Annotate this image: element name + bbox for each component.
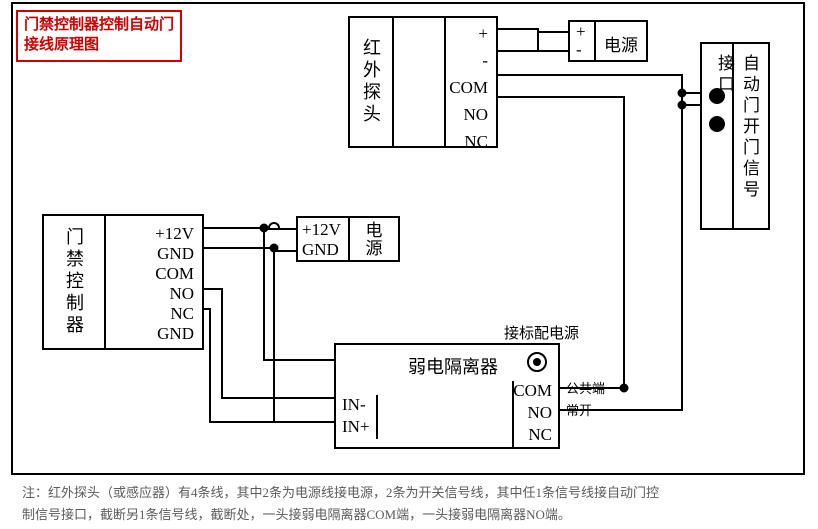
power-top-title: 电源 — [604, 31, 638, 56]
ac-pin-gnd: GND — [157, 324, 194, 344]
power12v-box: +12V GND 电源 — [296, 216, 400, 262]
power12v-title: 电源 — [360, 221, 385, 257]
isolator-box: 弱电隔离器 IN- IN+ COM NO NC — [334, 343, 560, 449]
iso-nc: NC — [528, 425, 552, 445]
ac-pin-nc: NC — [170, 304, 194, 324]
ac-pin-gnd: GND — [157, 244, 194, 264]
pin-minus: - — [576, 40, 582, 60]
pin-plus: + — [576, 22, 586, 42]
notes: 注：红外探头（或感应器）有4条线，其中2条为电源线接电源，2条为开关信号线，其中… — [22, 482, 800, 526]
ir-pin-nc: NC — [464, 132, 488, 152]
note-text2: 制信号接口，截断另1条信号线，截断处，一头接弱电隔离器COM端，一头接弱电隔离器… — [22, 507, 571, 522]
iso-right-com: 公共端 — [566, 378, 605, 397]
access-ctrl-outer: 门禁控制器 +12VGNDCOMNONCGND — [42, 214, 204, 350]
ir-pin-com: COM — [449, 78, 488, 98]
ac-pin-no: NO — [169, 284, 194, 304]
iso-dot-label: 接标配电源 — [504, 322, 579, 343]
isolator-title: 弱电隔离器 — [408, 353, 498, 379]
ir-pin--: - — [482, 51, 488, 71]
p12v-pin2: GND — [302, 240, 339, 260]
iso-no: NO — [527, 403, 552, 423]
ir-sensor-title: 红外探头 — [358, 38, 384, 126]
power-top-box: + - 电源 — [568, 20, 648, 62]
auto-door-box: 自动门开门信号接口 — [700, 42, 770, 230]
iso-com: COM — [513, 381, 552, 401]
iso-in-minus: IN- — [342, 395, 366, 415]
access-ctrl-title: 门禁控制器 — [61, 227, 87, 337]
p12v-pin1: +12V — [302, 220, 341, 240]
iso-in-plus: IN+ — [342, 417, 370, 437]
note-text1: 红外探头（或感应器）有4条线，其中2条为电源线接电源，2条为开关信号线，其中任1… — [48, 485, 659, 500]
note-prefix: 注： — [22, 485, 48, 500]
iso-right-no: 常开 — [566, 400, 592, 419]
ir-sensor-box: 红外探头 +-COMNONC — [348, 16, 498, 148]
ac-pin-com: COM — [155, 264, 194, 284]
auto-door-title: 自动门开门信号接口 — [712, 54, 762, 218]
ac-pin-+12v: +12V — [155, 224, 194, 244]
ir-pin-+: + — [478, 24, 488, 44]
ir-pin-no: NO — [463, 105, 488, 125]
